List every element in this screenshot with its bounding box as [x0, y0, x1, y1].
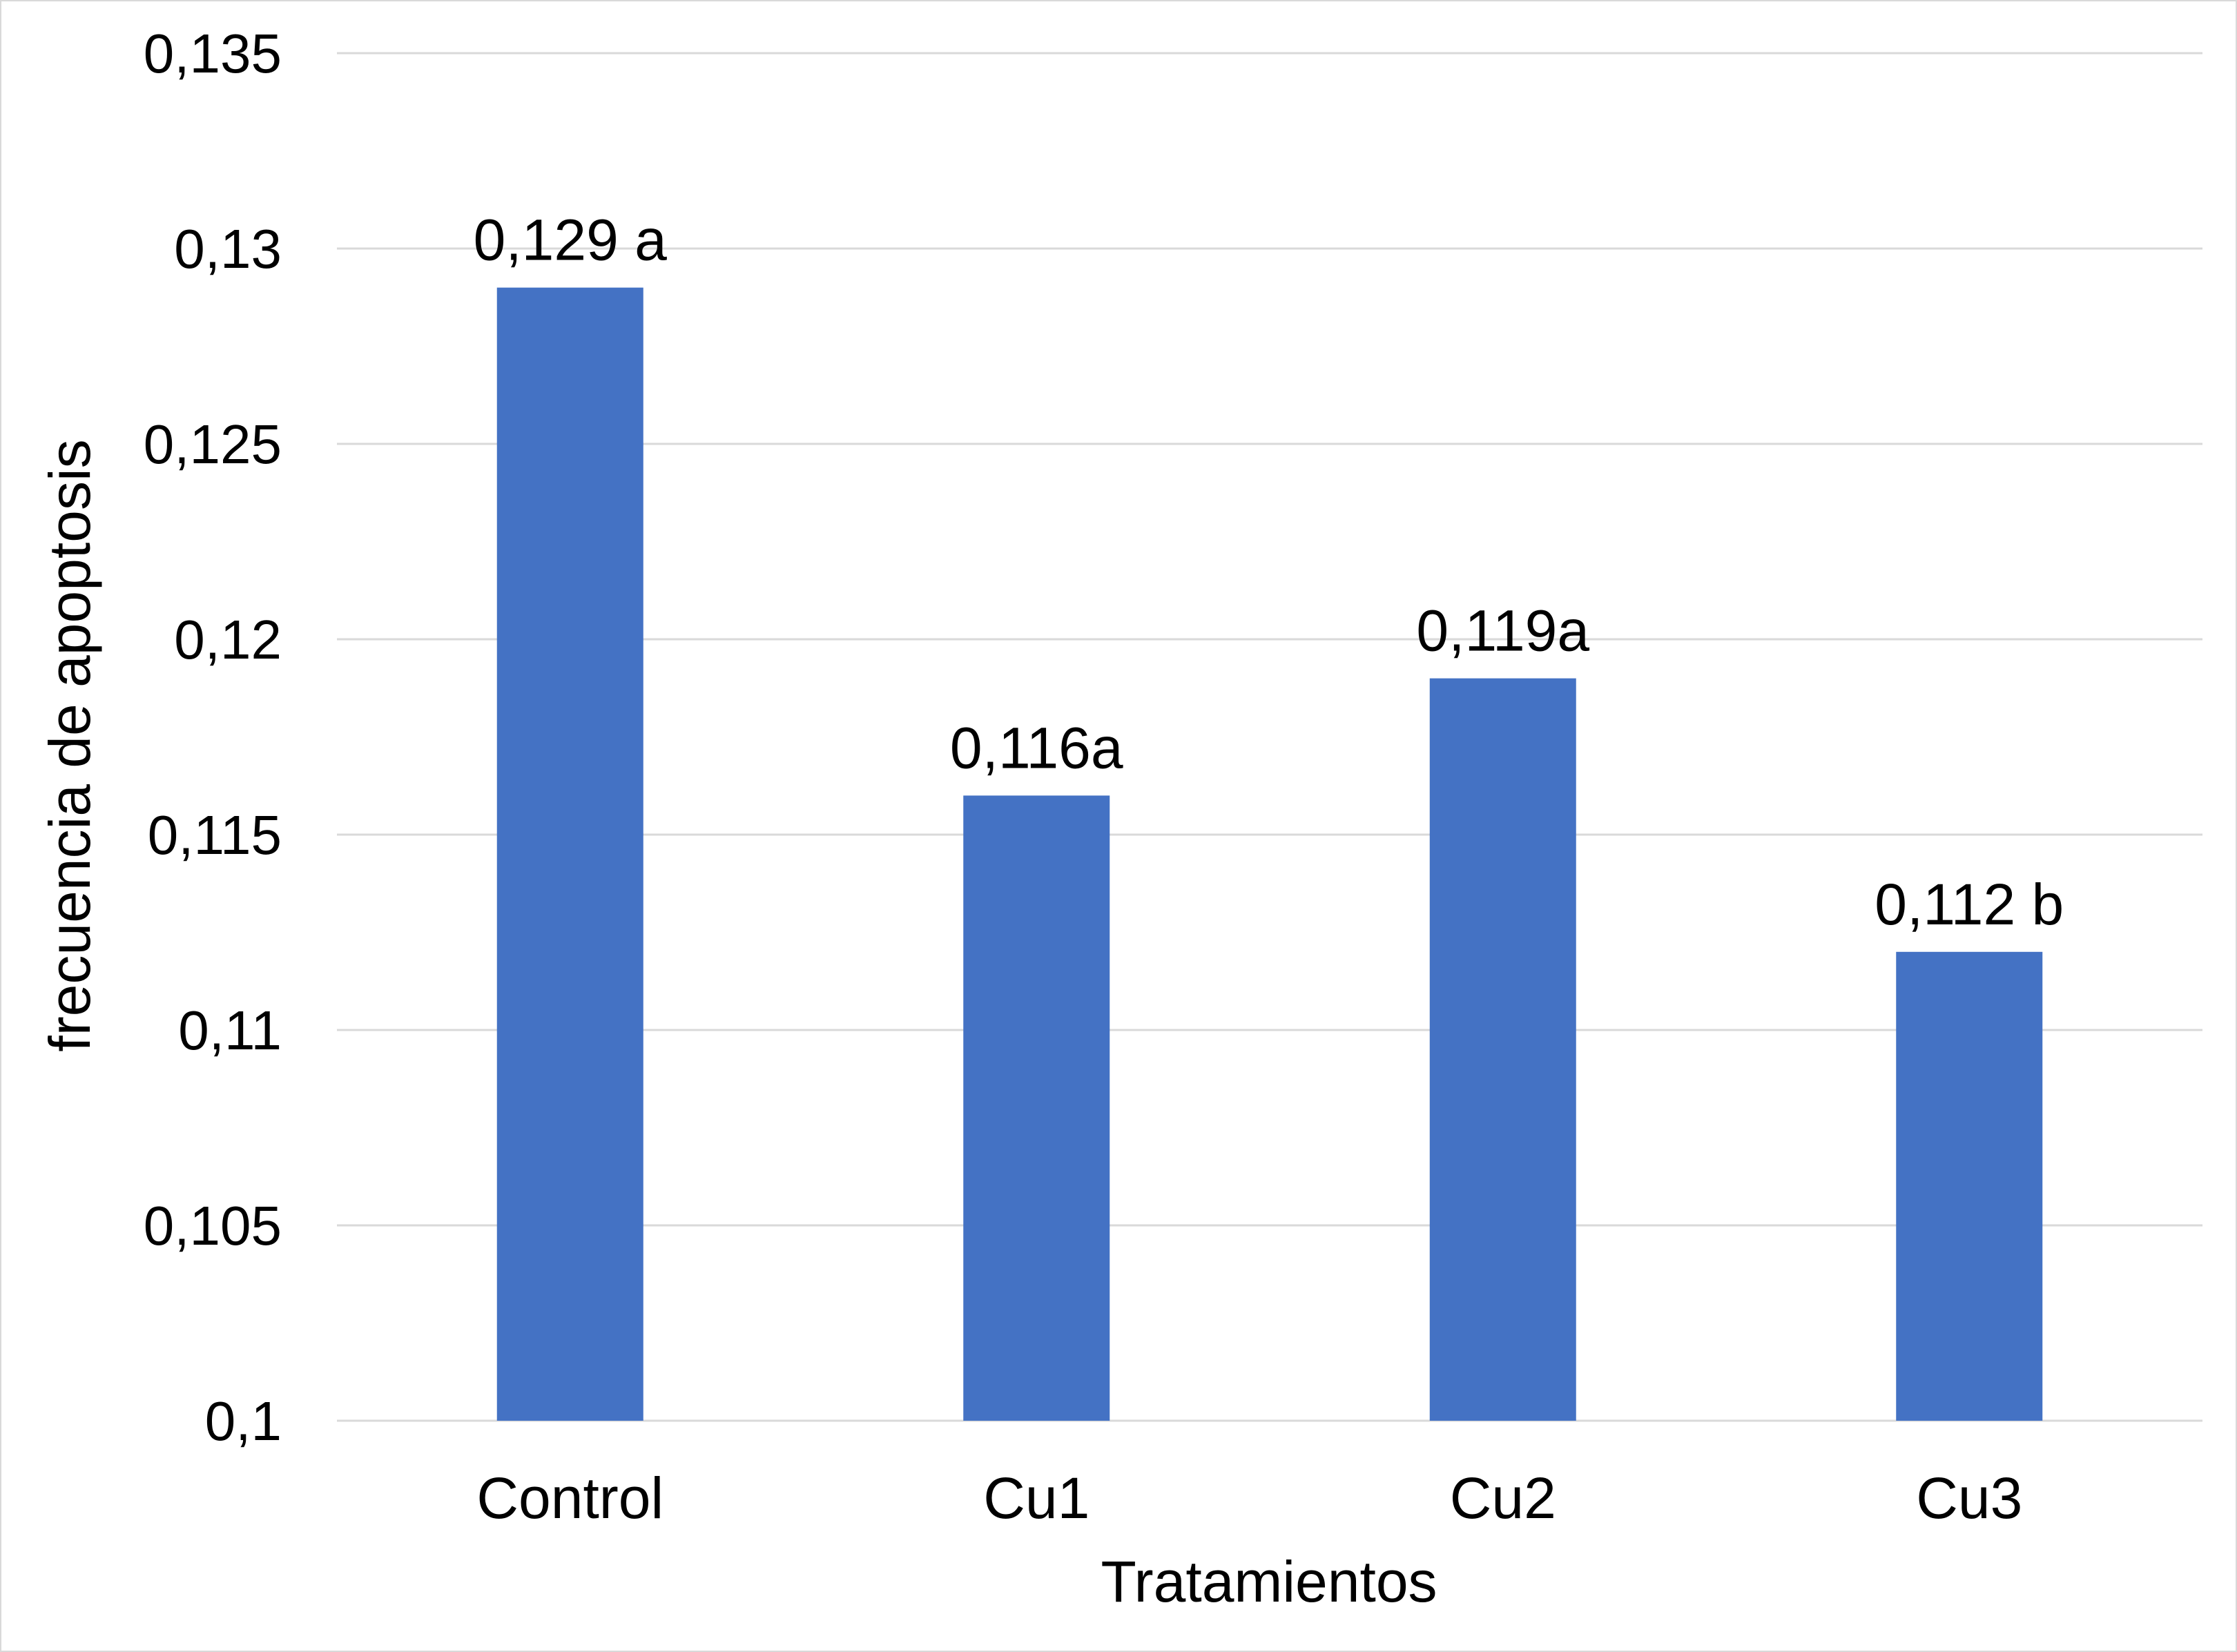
x-tick-label-cu2: Cu2: [1450, 1466, 1556, 1530]
data-label-cu3: 0,112 b: [1875, 872, 2064, 937]
y-axis-ticks: 0,1 0,105 0,11 0,115 0,12 0,125 0,13 0,135: [144, 23, 282, 1452]
data-label-cu1: 0,116a: [950, 715, 1123, 780]
x-tick-label-cu3: Cu3: [1916, 1466, 2022, 1530]
y-tick-label: 0,115: [148, 804, 282, 866]
y-tick-label: 0,125: [144, 414, 282, 475]
x-axis-title: Tratamientos: [1101, 1549, 1437, 1614]
bar-cu2: [1429, 678, 1576, 1421]
y-tick-label: 0,1: [205, 1390, 282, 1452]
x-tick-label-control: Control: [476, 1466, 664, 1530]
y-axis-title: frecuencia de apoptosis: [37, 439, 102, 1051]
data-labels: 0,129 a 0,116a 0,119a 0,112 b: [474, 208, 2064, 937]
y-tick-label: 0,12: [174, 609, 282, 670]
data-label-cu2: 0,119a: [1416, 599, 1589, 663]
x-tick-label-cu1: Cu1: [983, 1466, 1090, 1530]
bar-cu1: [963, 795, 1110, 1421]
bar-control: [496, 287, 643, 1421]
y-tick-label: 0,105: [144, 1195, 282, 1256]
x-axis-ticks: Control Cu1 Cu2 Cu3: [476, 1466, 2022, 1530]
gridlines: [337, 52, 2202, 1422]
bar-cu3: [1896, 951, 2043, 1421]
data-label-control: 0,129 a: [474, 208, 668, 273]
y-tick-label: 0,11: [178, 1000, 282, 1061]
y-tick-label: 0,13: [174, 218, 282, 280]
bars: [496, 287, 2043, 1421]
y-tick-label: 0,135: [144, 23, 282, 84]
